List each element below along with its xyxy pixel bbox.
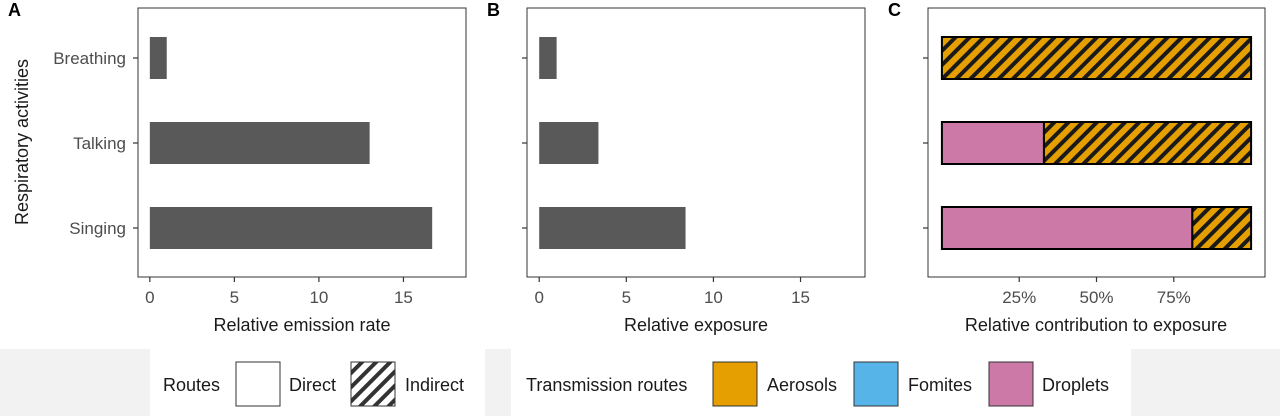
legend-key-aerosols bbox=[712, 361, 758, 407]
panel-a-x-axis-title: Relative emission rate bbox=[213, 315, 390, 335]
panel-b-bar-talking bbox=[539, 122, 599, 164]
panel-c-bar-talking-droplets bbox=[940, 121, 1045, 165]
panel-a-y-tick-label-singing: Singing bbox=[69, 219, 126, 238]
panel-c-bar-talking-aerosols bbox=[1042, 121, 1253, 165]
panel-b-tag: B bbox=[487, 0, 500, 20]
panel-a-x-tick-label: 0 bbox=[145, 288, 154, 307]
routes-legend-title: Routes bbox=[163, 375, 220, 395]
legend: Routes Direct Indirect Transmission rout… bbox=[0, 349, 1280, 416]
panel-b-x-axis-title: Relative exposure bbox=[624, 315, 768, 335]
legend-label-direct: Direct bbox=[289, 375, 336, 395]
legend-label-indirect: Indirect bbox=[405, 375, 464, 395]
panel-a-bar-breathing bbox=[149, 37, 167, 79]
legend-key-fomites bbox=[853, 361, 899, 407]
legend-label-droplets: Droplets bbox=[1042, 375, 1109, 395]
panel-b-bar-breathing bbox=[539, 37, 557, 79]
panel-c-bar-singing-aerosols bbox=[1191, 206, 1253, 250]
panel-a-y-tick-label-talking: Talking bbox=[73, 134, 126, 153]
panel-b-x-tick-label: 0 bbox=[534, 288, 543, 307]
panel-c-x-tick-label: 75% bbox=[1157, 288, 1191, 307]
panel-a-bar-talking bbox=[149, 122, 370, 164]
panel-c-x-tick-label: 25% bbox=[1002, 288, 1036, 307]
panel-b-x-tick-label: 15 bbox=[791, 288, 810, 307]
panel-c-x-tick-label: 50% bbox=[1079, 288, 1113, 307]
panel-a: A 0 5 10 15 Breathing Talking Singing Relativ… bbox=[8, 0, 467, 335]
panel-c-bar-singing-droplets bbox=[940, 206, 1194, 250]
panel-b-x-tick-label: 10 bbox=[704, 288, 723, 307]
transmission-legend-title: Transmission routes bbox=[526, 375, 687, 395]
routes-legend-box bbox=[150, 349, 485, 416]
panel-c: C 25% 50% 75% Relative contribution to exp… bbox=[888, 0, 1266, 335]
panel-c-bar-breathing-aerosols bbox=[940, 36, 1253, 80]
panel-a-tag: A bbox=[8, 0, 21, 20]
legend-key-direct bbox=[235, 361, 281, 407]
panel-a-x-tick-label: 15 bbox=[394, 288, 413, 307]
panel-b-bar-singing bbox=[539, 207, 686, 249]
panel-a-y-axis-title: Respiratory activities bbox=[12, 59, 32, 225]
panel-a-x-tick-label: 5 bbox=[230, 288, 239, 307]
panel-b-x-tick-label: 5 bbox=[622, 288, 631, 307]
panel-b: B 0 5 10 15 Relative exposure bbox=[487, 0, 866, 335]
panel-a-y-tick-label-breathing: Breathing bbox=[53, 49, 126, 68]
routes-legend: Routes Direct Indirect bbox=[150, 349, 485, 416]
panel-a-x-tick-label: 10 bbox=[309, 288, 328, 307]
panel-a-bar-singing bbox=[149, 207, 433, 249]
legend-label-aerosols: Aerosols bbox=[767, 375, 837, 395]
legend-key-droplets bbox=[988, 361, 1034, 407]
panel-c-tag: C bbox=[888, 0, 901, 20]
panel-c-x-axis-title: Relative contribution to exposure bbox=[965, 315, 1227, 335]
legend-label-fomites: Fomites bbox=[908, 375, 972, 395]
legend-key-indirect bbox=[350, 361, 396, 407]
transmission-legend: Transmission routes Aerosols Fomites Dro… bbox=[511, 349, 1131, 416]
